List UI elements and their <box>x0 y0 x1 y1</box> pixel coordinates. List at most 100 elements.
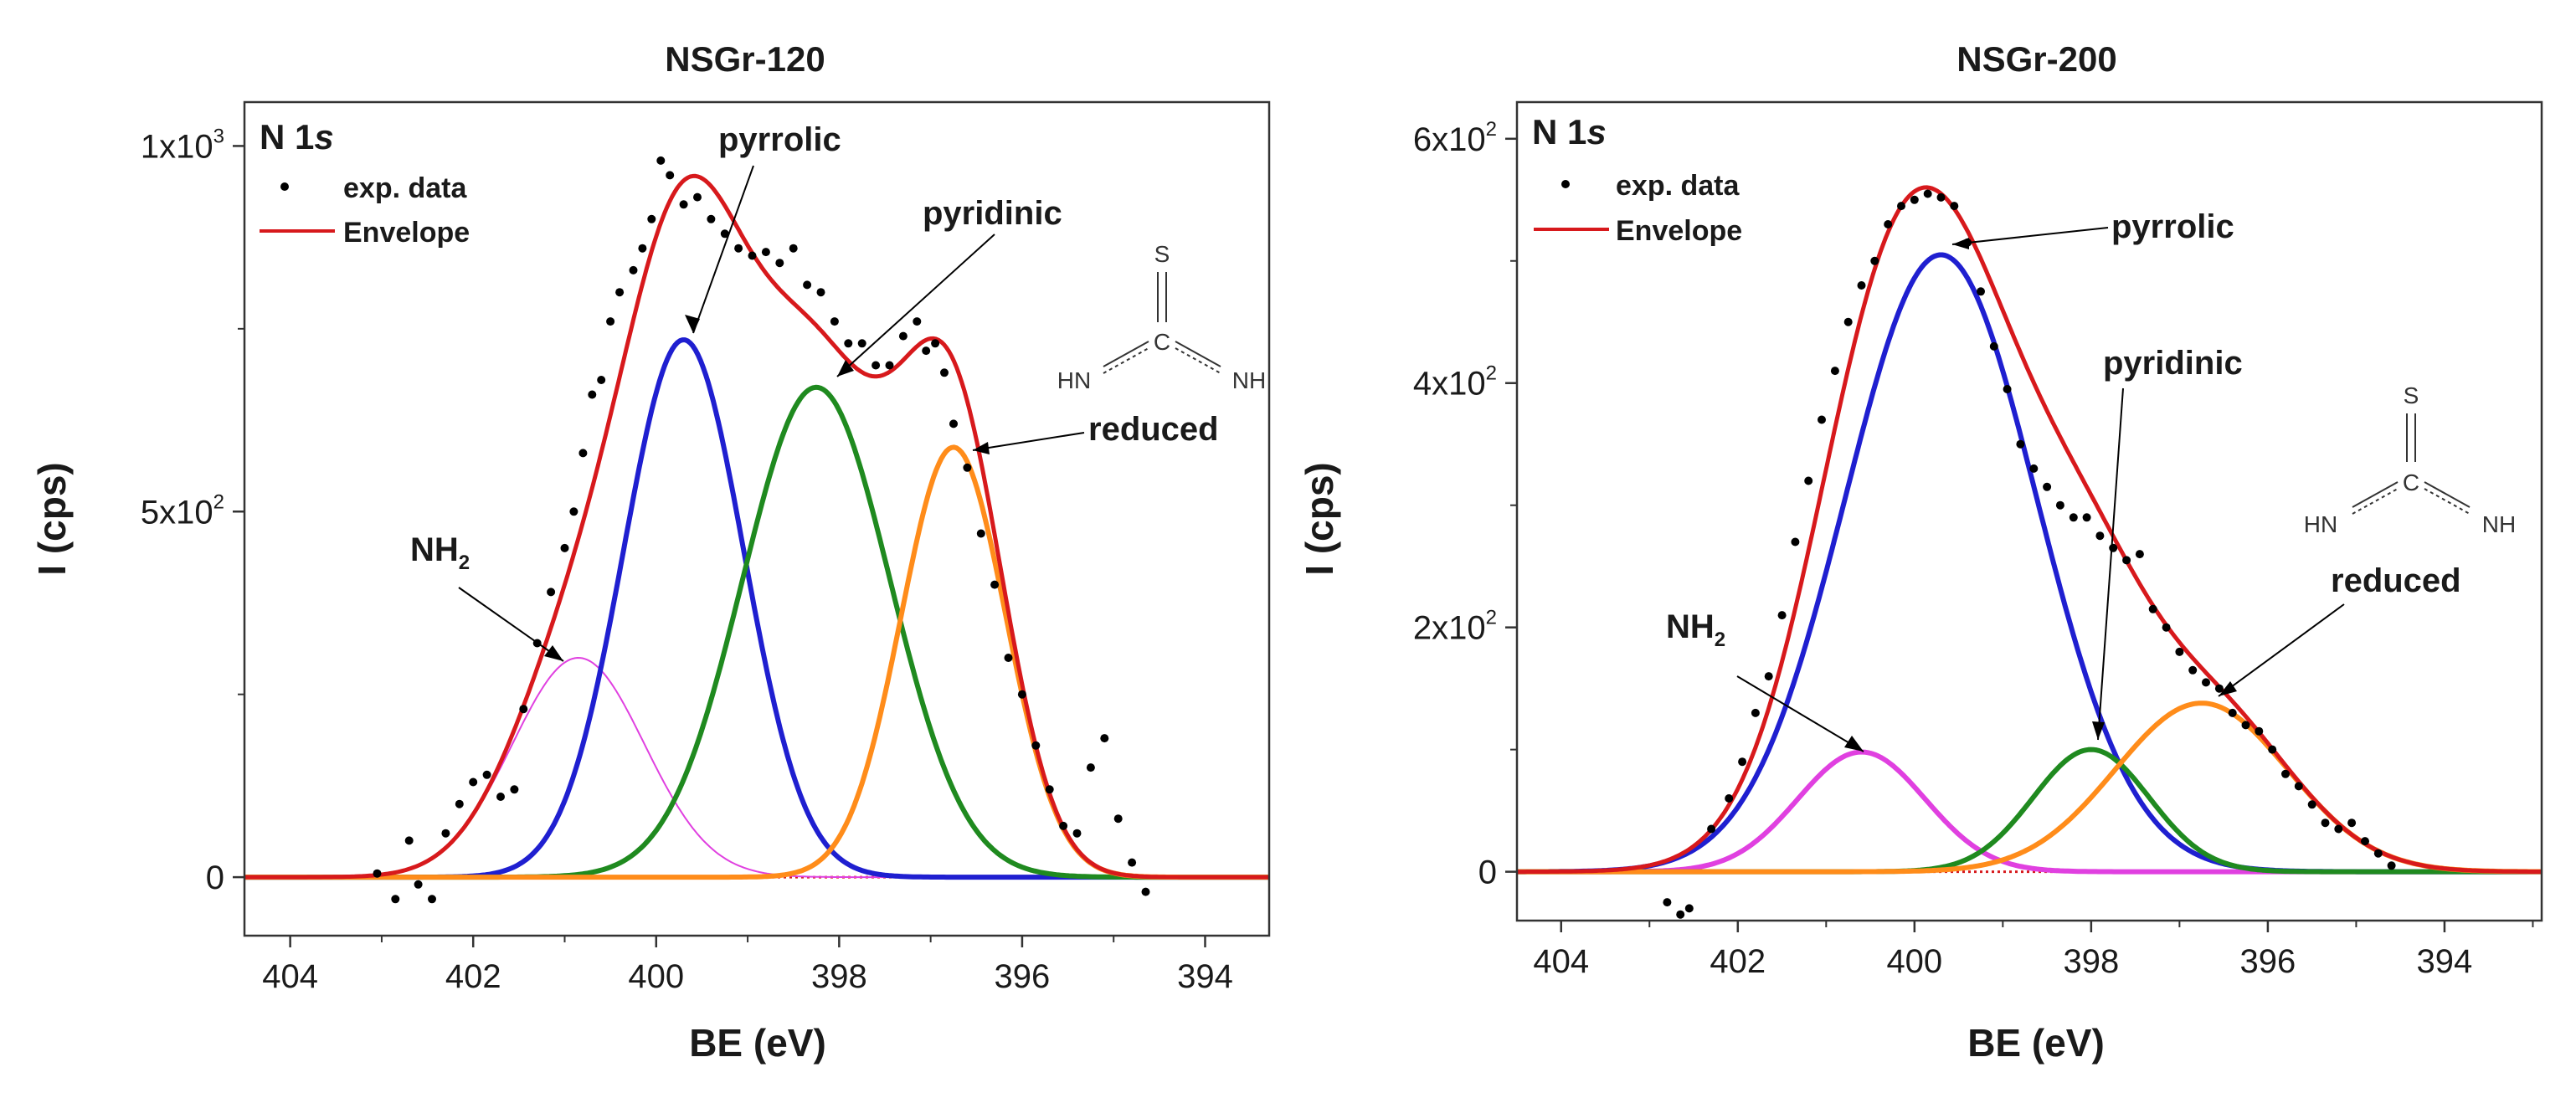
exp-data-point <box>857 339 866 348</box>
exp-data-point <box>597 376 606 384</box>
exp-data-point <box>578 449 588 458</box>
exp-data-point <box>441 829 450 838</box>
y-axis-label: I (cps) <box>1298 462 1341 575</box>
exp-data-point <box>1725 794 1734 803</box>
exp-data-point <box>1031 741 1041 750</box>
component-curve-reduced <box>1517 700 2542 875</box>
x-ticks: 404 402 400 398 396 394 <box>1533 921 2534 980</box>
exp-data-point <box>963 463 972 472</box>
exp-data-point <box>1751 708 1760 717</box>
exp-data-point <box>1045 785 1054 794</box>
exp-data-point <box>1072 829 1082 838</box>
exp-data-point <box>2029 464 2039 473</box>
component-curve-nh2 <box>244 657 1269 879</box>
exp-data-point <box>1777 611 1787 620</box>
legend-label-exp: exp. data <box>1616 170 1740 202</box>
component-curve-reduced <box>244 444 1269 880</box>
y-tick-exponent: 2 <box>213 490 224 513</box>
x-tick-label: 398 <box>811 958 867 995</box>
annotation-pyridinic: pyridinic <box>2103 345 2243 382</box>
exp-data-point <box>679 200 688 209</box>
exp-data-point <box>761 248 770 257</box>
exp-data-point <box>2255 726 2264 736</box>
envelope-series <box>244 173 1269 880</box>
annotation-arrow <box>1736 675 1864 752</box>
exp-data-point <box>1086 763 1095 772</box>
exp-data-point <box>830 317 839 326</box>
exp-data-point <box>1676 910 1685 919</box>
chart-panel-right: NSGr-200 BE (eV) I (cps) 02x1024x1026x10… <box>1298 39 2543 1065</box>
mol-bond <box>2424 481 2471 508</box>
annotation-arrow <box>2097 387 2124 741</box>
envelope-series <box>1517 185 2542 875</box>
annotation-nh2: NH2 <box>410 531 470 574</box>
exp-data-point <box>1843 317 1853 326</box>
annotation-nh2: NH2 <box>1666 608 1725 651</box>
exp-data-point <box>1830 367 1839 376</box>
exp-data-point <box>1870 256 1879 265</box>
exp-data-point <box>414 880 423 889</box>
arrow-head <box>837 360 854 377</box>
exp-data-point <box>931 339 940 348</box>
annotation-arrow <box>2218 603 2345 697</box>
exp-data-point <box>2214 684 2224 693</box>
exp-data-point <box>1113 814 1123 824</box>
exp-data-point <box>707 214 716 223</box>
y-axis-label: I (cps) <box>30 462 74 575</box>
annotation-reduced: reduced <box>2331 562 2461 599</box>
exp-data-point <box>1857 281 1866 290</box>
annotation-pyrrolic: pyrrolic <box>718 121 841 158</box>
mol-atom-s: S <box>1154 241 1170 267</box>
exp-data-point <box>2055 500 2064 510</box>
exp-data-point <box>2294 782 2303 791</box>
exp-data-point <box>1663 898 1672 907</box>
mol-atom-c: C <box>1154 329 1170 355</box>
exp-data-point <box>2307 800 2316 809</box>
exp-data-point <box>2122 556 2131 565</box>
mol-bond <box>2424 488 2471 515</box>
exp-data-point <box>1791 537 1800 546</box>
y-tick-exponent: 2 <box>1486 607 1497 629</box>
exp-data-point <box>1684 904 1694 913</box>
y-tick-label: 2x102 <box>1413 607 1497 647</box>
chart-title: NSGr-200 <box>1956 39 2116 79</box>
exp-data-point <box>588 390 597 399</box>
exp-data-point <box>547 588 556 597</box>
thiourea-structure: S C HN NH <box>2304 382 2516 537</box>
annotation-pyridinic: pyridinic <box>923 195 1062 232</box>
exp-data-point <box>734 244 743 253</box>
mol-atom-hn: HN <box>2304 511 2337 537</box>
y-tick-exponent: 2 <box>1486 362 1497 385</box>
exp-data-point <box>2334 824 2343 834</box>
legend-label-envelope: Envelope <box>343 217 470 249</box>
exp-data-point <box>789 244 798 253</box>
y-tick-label: 0 <box>206 860 224 896</box>
exp-data-point <box>913 317 922 326</box>
exp-data-point <box>2347 818 2357 828</box>
exp-data-point <box>615 288 625 297</box>
exp-data-point <box>1017 690 1026 699</box>
exp-data-point <box>1141 887 1150 896</box>
exp-data-point <box>2373 849 2383 858</box>
chart-title: NSGr-120 <box>665 39 825 79</box>
exp-data-point <box>844 339 853 348</box>
x-ticks: 404 402 400 398 396 394 <box>262 936 1233 995</box>
x-tick-label: 398 <box>2063 943 2119 980</box>
exp-data-point <box>1004 654 1013 662</box>
x-tick-label: 400 <box>628 958 684 995</box>
exp-data-point <box>1804 476 1813 485</box>
exp-data-point <box>1977 287 1985 296</box>
y-tick-exponent: 3 <box>213 125 224 147</box>
exp-data-point <box>510 785 519 794</box>
exp-data-point <box>2016 439 2025 449</box>
arrow-head <box>544 645 563 661</box>
exp-data-point <box>803 280 812 290</box>
exp-data-point <box>775 259 784 268</box>
exp-data-point <box>373 869 382 878</box>
exp-data-point <box>940 368 949 377</box>
x-tick-label: 404 <box>262 958 318 995</box>
chart-panel-left: NSGr-120 BE (eV) I (cps) 0 5x102 1x103 404… <box>30 39 1271 1065</box>
exp-data-point <box>647 214 656 223</box>
envelope-line <box>244 173 1269 880</box>
x-tick-label: 404 <box>1533 943 1589 980</box>
